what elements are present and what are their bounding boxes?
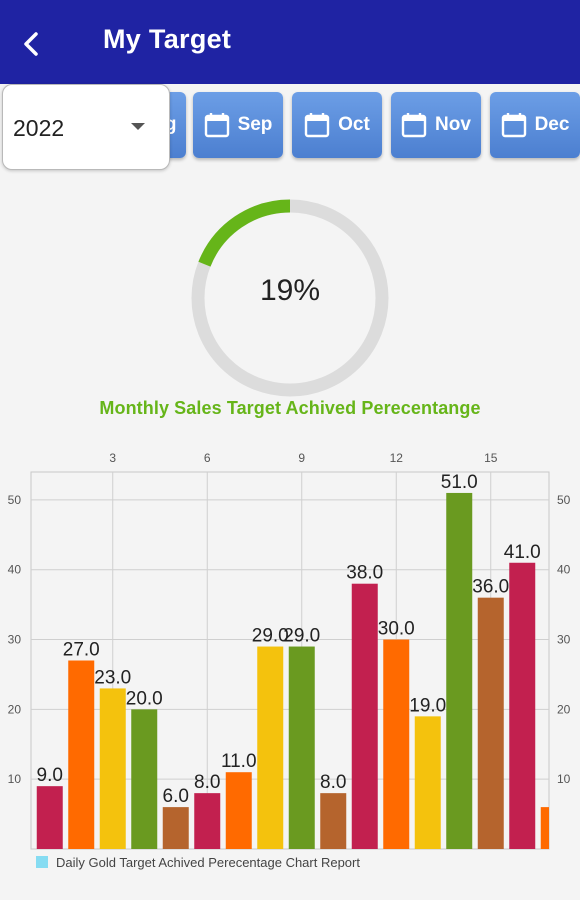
calendar-icon [304,113,330,138]
year-dropdown[interactable]: 2022 [2,84,170,170]
y-tick-label-left: 40 [8,563,22,577]
month-button-dec[interactable]: Dec [490,92,580,158]
month-button-oct[interactable]: Oct [292,92,382,158]
bar-value-label: 8.0 [320,772,346,793]
chart-legend: Daily Gold Target Achived Perecentage Ch… [36,853,360,871]
bar [131,709,158,849]
month-button-sep[interactable]: Sep [193,92,283,158]
legend-label: Daily Gold Target Achived Perecentage Ch… [56,854,360,870]
y-tick-label-right: 40 [557,563,571,577]
bar-value-label: 23.0 [94,667,131,688]
calendar-icon [401,113,427,138]
bar-value-label: 11.0 [221,751,257,772]
x-tick-label: 15 [484,451,498,465]
back-arrow-icon[interactable] [14,26,50,62]
bar-value-label: 30.0 [378,619,415,640]
bar-value-label: 27.0 [63,640,100,661]
y-tick-label-right: 30 [557,633,571,647]
bar-value-label: 19.0 [409,695,446,716]
x-tick-label: 3 [109,451,116,465]
bar-value-label: 6.0 [163,786,189,807]
y-tick-label-left: 20 [8,702,22,716]
bar [509,562,536,849]
month-button-nov[interactable]: Nov [391,92,481,158]
bar-value-label: 8.0 [194,772,220,793]
bar-chart: 10 10 20 20 30 30 40 40 50 50 3 6 9 12 15 9.0 27.0 23.020… [8,451,571,850]
y-tick-label-right: 20 [557,702,571,716]
y-tick-label-left: 10 [8,772,22,786]
month-label: Sep [237,114,273,135]
bar [194,793,221,849]
y-tick-label-left: 50 [8,493,22,507]
progress-ring [191,199,389,397]
bar [99,688,126,849]
chart-subtitle: Monthly Sales Target Achived Perecentang… [99,398,481,418]
month-label: Dec [534,114,570,135]
y-tick-label-right: 50 [557,493,571,507]
year-value: 2022 [13,115,65,141]
bar [414,716,441,849]
dropdown-caret-icon [131,123,145,130]
bar-value-label: 36.0 [472,577,509,598]
bar-value-label: 29.0 [252,626,289,647]
month-label: Oct [338,114,370,135]
bar [257,646,284,849]
bar [477,597,504,849]
bar [383,639,410,849]
bar [162,807,189,849]
bar [540,807,549,849]
bar [225,772,252,849]
y-tick-label-right: 10 [557,772,571,786]
app-bar: My Target [0,0,580,84]
bar [36,786,63,849]
month-tab-strip: Aug Sep Oct Nov Dec [0,84,580,166]
x-tick-label: 9 [298,451,305,465]
x-tick-label: 6 [204,451,211,465]
bar [320,793,347,849]
month-label: Nov [435,114,471,135]
calendar-icon [501,113,526,138]
bar-value-label: 38.0 [346,563,383,584]
bar-value-label: 41.0 [504,542,541,563]
legend-swatch [36,856,48,868]
x-tick-label: 12 [390,451,404,465]
bar-value-label: 29.0 [283,626,320,647]
bar [68,660,95,849]
page-title: My Target [103,24,232,54]
progress-percent: 19% [259,274,321,307]
bar-value-label: 9.0 [37,765,63,786]
bar-value-label: 51.0 [441,472,478,493]
bar [288,646,315,849]
y-tick-label-left: 30 [8,633,22,647]
bar [351,583,378,849]
bar-value-label: 20.0 [126,688,163,709]
bar [446,492,473,849]
progress-ring-fill [191,199,389,397]
calendar-icon [204,113,229,138]
